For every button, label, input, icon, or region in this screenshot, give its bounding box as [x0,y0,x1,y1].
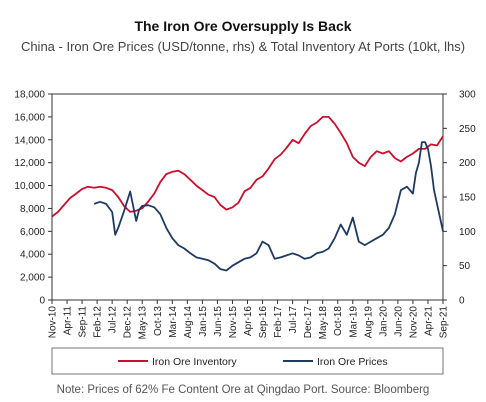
left-axis-tick-label: 8,000 [20,204,45,215]
legend-label-iron-ore-prices: Iron Ore Prices [317,356,388,368]
x-axis-tick-label: Apr-21 [423,306,434,336]
x-axis-tick-label: Oct-18 [333,306,344,336]
x-axis-tick-label: Jul-12 [108,306,119,334]
x-axis-tick-label: Jul-17 [288,306,299,334]
left-axis-tick-label: 6,000 [20,227,45,238]
iron-ore-prices-line [93,141,444,272]
x-axis-tick-label: Dec-17 [303,306,314,339]
x-axis-tick-label: Aug-14 [183,306,194,339]
legend-box [51,347,444,375]
right-axis-tick-label: 150 [459,193,476,204]
x-axis-tick-label: Jun-15 [213,306,224,337]
left-axis-tick-label: 16,000 [14,112,45,123]
x-axis-tick-label: Nov-15 [228,306,239,339]
right-axis-tick-label: 100 [459,227,476,238]
right-axis-tick-label: 300 [459,90,476,101]
left-axis-tick-label: 14,000 [14,135,45,146]
x-axis-tick-label: Feb-12 [93,306,104,338]
x-axis-tick-label: Jan-20 [378,306,389,337]
x-axis-tick-label: Sep-11 [78,306,89,338]
x-axis-tick-label: Mar-19 [348,306,359,338]
x-axis-tick-label: Feb-17 [273,306,284,338]
left-axis-tick-label: 10,000 [14,181,45,192]
legend-label-iron-ore-inventory: Iron Ore Inventory [152,356,237,368]
x-axis-tick-label: Sep-16 [258,306,269,339]
x-axis-tick-label: Mar-14 [168,306,179,338]
x-axis-tick-label: Jan-15 [198,306,209,337]
right-axis-tick-label: 250 [459,124,476,135]
right-axis-tick-label: 0 [459,296,465,307]
right-axis-tick-label: 200 [459,158,476,169]
plot-frame [51,93,444,301]
x-axis-tick-label: Apr-11 [63,306,74,336]
x-axis-tick-label: Nov-10 [48,306,59,339]
chart-note: Note: Prices of 62% Fe Content Ore at Qi… [56,384,430,396]
x-axis-tick-label: Dec-12 [123,306,134,339]
chart-subtitle: China - Iron Ore Prices (USD/tonne, rhs)… [20,39,466,54]
left-axis-tick-label: 4,000 [20,250,45,261]
right-axis-tick-label: 50 [459,261,471,272]
x-axis-tick-label: May-18 [318,306,329,340]
left-axis-tick-label: 2,000 [20,273,45,284]
left-axis-tick-label: 12,000 [14,158,45,169]
x-axis-tick-label: Apr-16 [243,306,254,336]
x-axis-tick-label: Aug-19 [363,306,374,339]
x-axis-tick-label: Oct-13 [153,306,164,336]
iron-ore-inventory-line [51,116,444,218]
x-axis-tick-label: Nov-20 [408,306,419,339]
chart-title: The Iron Ore Oversupply Is Back [134,18,352,34]
left-axis-tick-label: 18,000 [14,90,45,101]
x-axis-tick-label: Sep-21 [439,306,450,339]
x-axis-tick-label: Jun-20 [393,306,404,337]
left-axis-tick-label: 0 [39,296,45,307]
x-axis-tick-label: May-13 [138,306,149,340]
